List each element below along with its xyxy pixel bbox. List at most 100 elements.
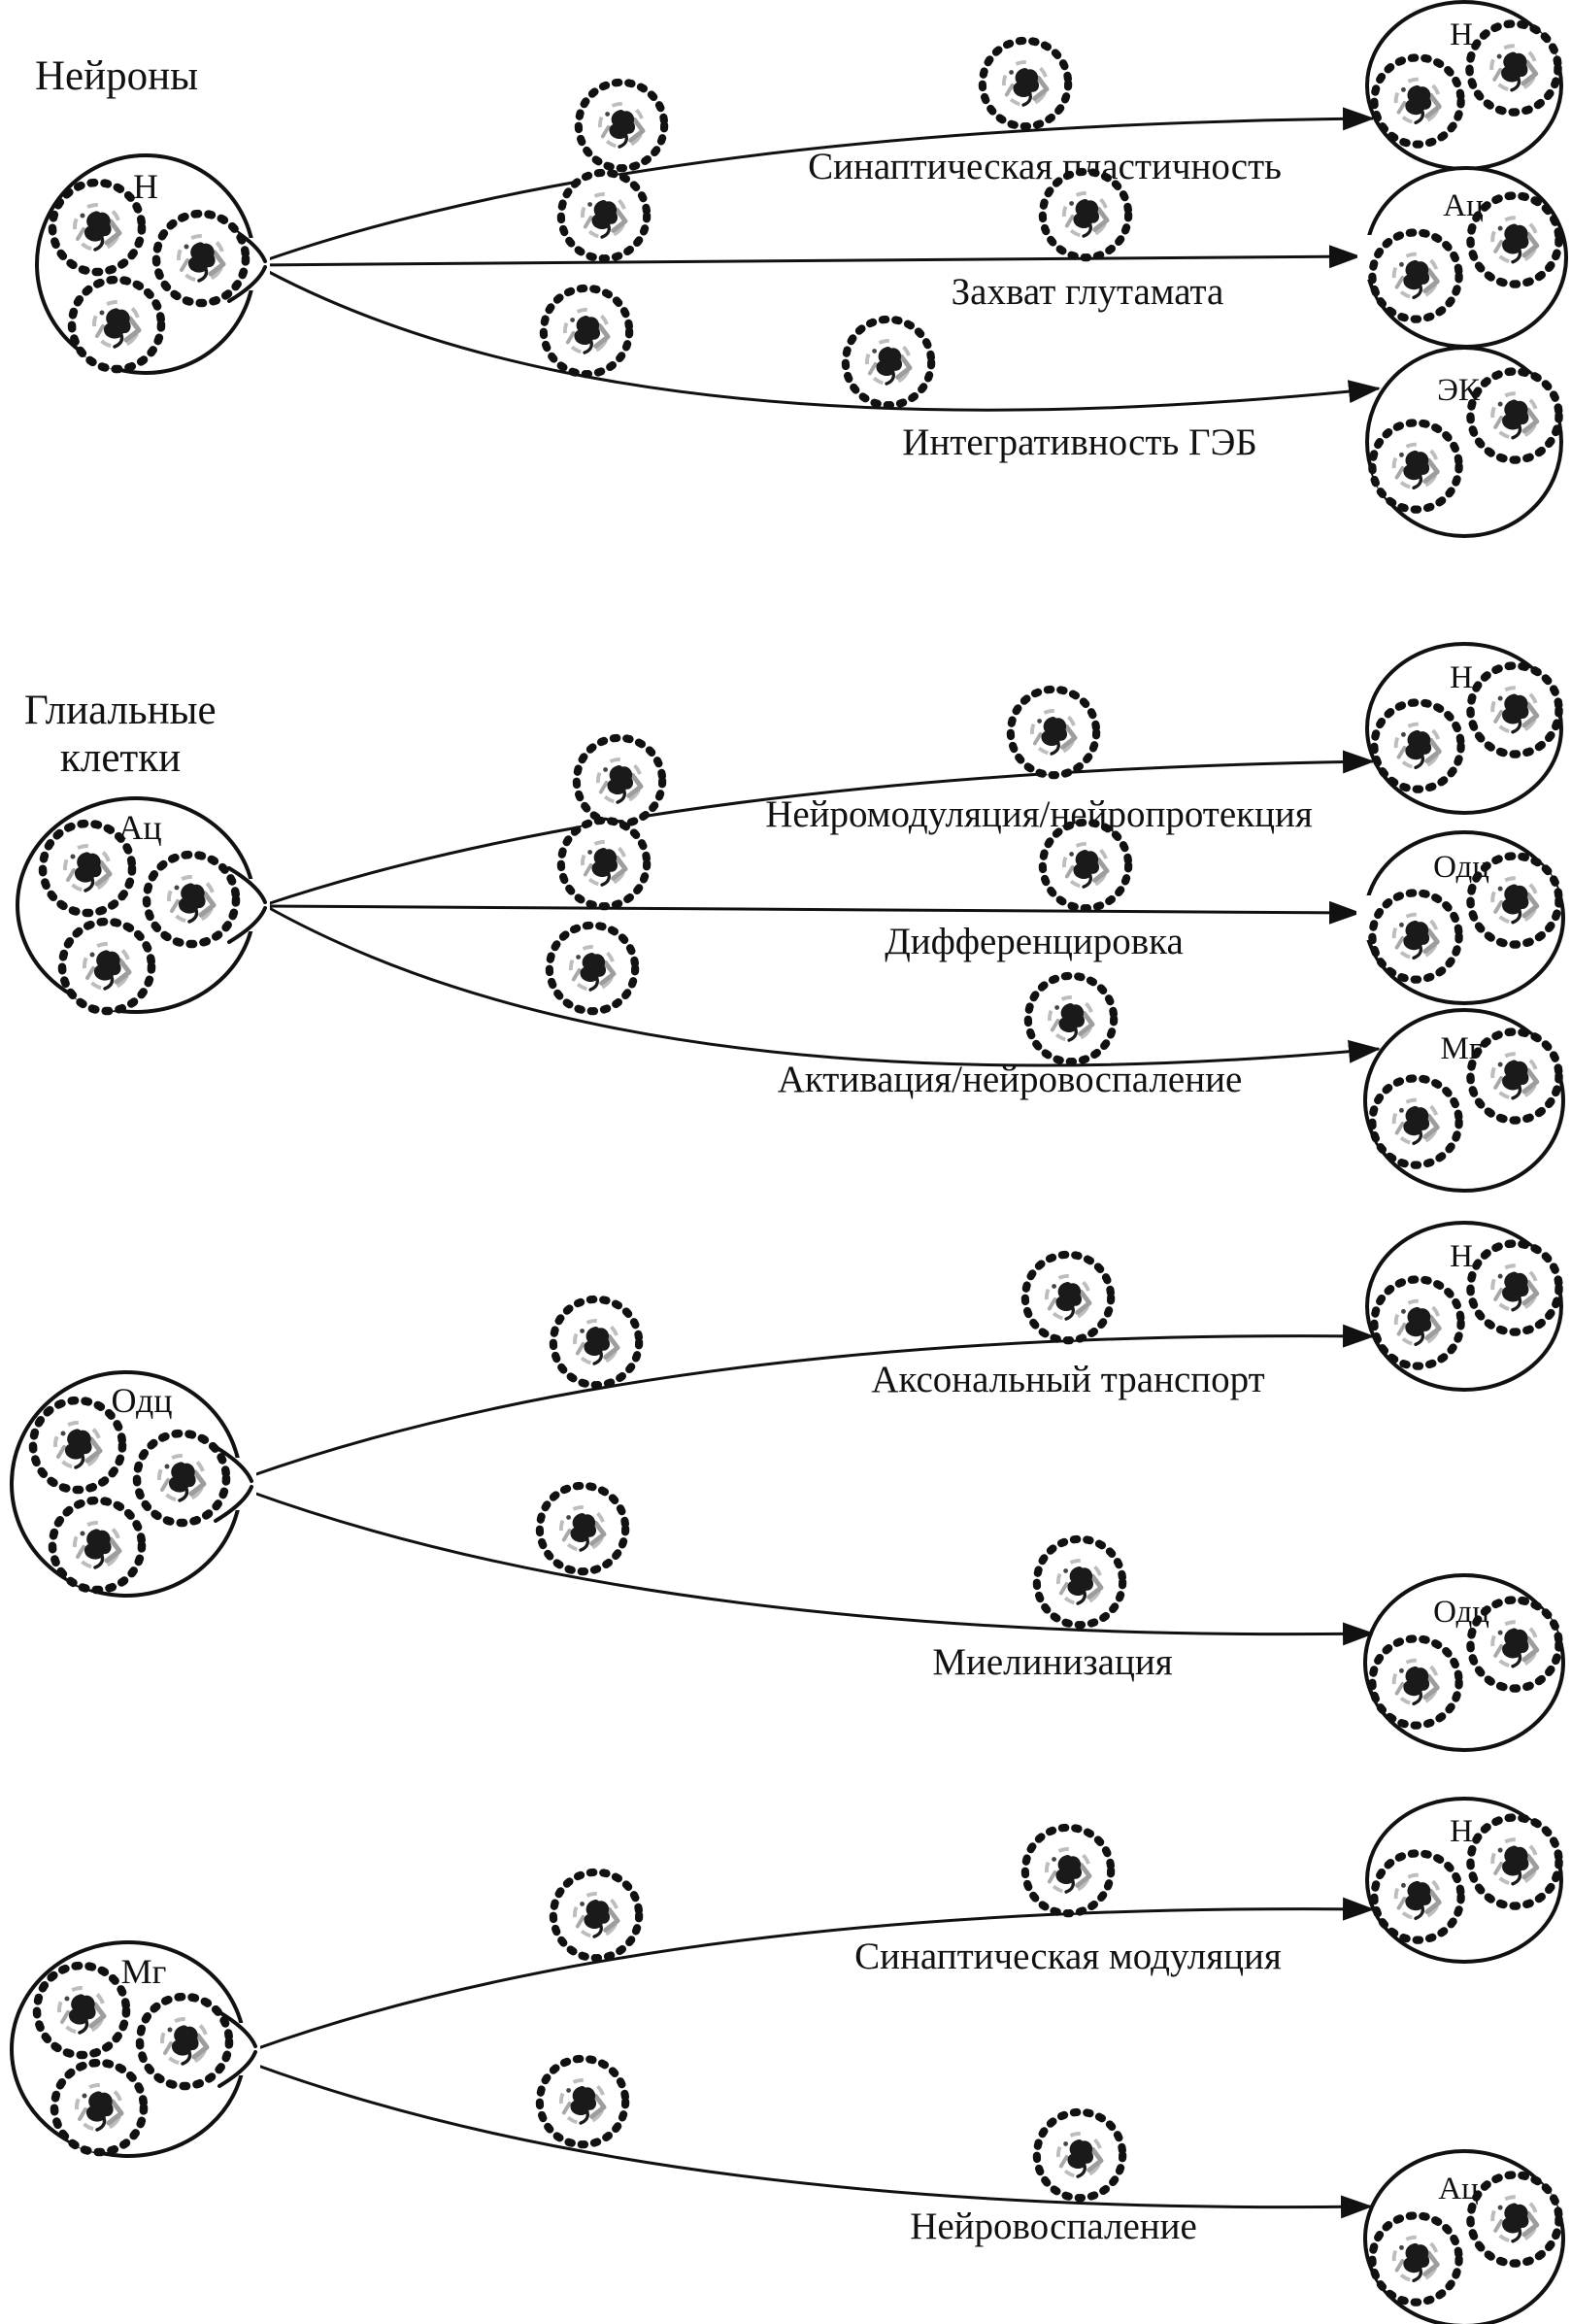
process-label: Синаптическая пластичность: [808, 146, 1282, 187]
vesicle-icon: [72, 280, 161, 369]
arrow-line: [250, 1324, 1375, 1478]
cell-label: Одц: [111, 1381, 172, 1420]
vesicle-icon: [52, 183, 142, 272]
process-label: Миелинизация: [932, 1641, 1172, 1683]
target-cell-endothelial: ЭК: [1365, 346, 1563, 538]
cell-label: Н: [1450, 1814, 1473, 1849]
section-oligodendrocyte: Аксональный транспорт Миелинизация Одц Н: [10, 1221, 1565, 1752]
cell-label: Ац: [1443, 188, 1484, 223]
vesicle-icon: [140, 1997, 229, 2086]
vesicle-icon: [137, 1433, 226, 1523]
vesicle-icon: [156, 214, 246, 303]
source-cell-microglia: Мг: [10, 1940, 262, 2158]
section-microglia: Синаптическая модуляция Нейровоспаление …: [10, 1797, 1565, 2324]
exosome-icon: [577, 738, 662, 824]
cell-label: Н: [133, 167, 158, 206]
cell-label: Ац: [1438, 2172, 1479, 2206]
vesicle-icon: [1470, 1243, 1558, 1331]
vesicle-icon: [33, 1400, 122, 1490]
process-label: Интегративность ГЭБ: [902, 421, 1256, 463]
arrow-line: [250, 1490, 1375, 1646]
section-title-line1: Глиальные: [24, 688, 217, 733]
section-glial-cells: Глиальные клетки Нейромодуляция/нейропро…: [16, 642, 1565, 1193]
source-cell-astrocyte: Ац: [16, 796, 272, 1012]
cell-label: ЭК: [1437, 373, 1481, 408]
vesicle-icon: [1374, 1853, 1460, 1939]
section-neurons: Нейроны Синаптическая пластичность Захва…: [35, 0, 1568, 538]
vesicle-icon: [1374, 1279, 1460, 1365]
exosome-icon: [579, 83, 664, 168]
target-cell-neuron: Н: [1365, 0, 1563, 171]
cell-label: Одц: [1433, 1595, 1489, 1630]
arrow-line: [253, 245, 1361, 269]
target-cell-microglia: Мг: [1363, 1008, 1565, 1193]
vesicle-icon: [54, 2063, 144, 2152]
exosome-icon: [1011, 690, 1096, 775]
arrow-bbb-integrity: Интегративность ГЭБ: [253, 262, 1381, 463]
exosome-icon: [553, 1872, 639, 1958]
cell-label: Мг: [121, 1952, 167, 1991]
vesicle-icon: [1374, 702, 1460, 789]
arrow-glutamate-uptake: Захват глутамата: [253, 172, 1361, 313]
vesicle-icon: [1372, 422, 1458, 509]
process-label: Синаптическая модуляция: [854, 1936, 1282, 1977]
process-label: Нейровоспаление: [910, 2206, 1197, 2247]
exosome-icon: [1028, 976, 1114, 1061]
process-label: Активация/нейровоспаление: [778, 1059, 1243, 1100]
exosome-icon: [1037, 1539, 1122, 1625]
exosome-icon: [561, 821, 647, 906]
section-title: Нейроны: [35, 53, 198, 99]
arrow-line: [254, 1897, 1375, 2051]
target-cell-astrocyte: Ац: [1363, 2149, 1565, 2324]
vesicle-icon: [1372, 1638, 1458, 1725]
arrow-line: [253, 262, 1381, 412]
exosome-icon: [561, 173, 647, 258]
target-cell-neuron: Н: [1365, 1797, 1563, 1964]
vesicle-icon: [1470, 1817, 1558, 1905]
exosome-icon: [540, 1486, 625, 1571]
vesicle-icon: [52, 1500, 142, 1590]
arrow-synaptic-modulation: Синаптическая модуляция: [254, 1828, 1375, 2051]
cell-label: Мг: [1441, 1031, 1483, 1066]
vesicle-icon: [1372, 1078, 1458, 1164]
arrow-line: [263, 903, 1381, 1067]
cell-label: Н: [1450, 1239, 1473, 1274]
arrow-myelination: Миелинизация: [250, 1486, 1375, 1683]
exosome-icon: [540, 2059, 625, 2144]
cell-label: Ац: [117, 808, 161, 847]
arrow-line: [263, 900, 1361, 925]
cell-label: Одц: [1433, 850, 1489, 885]
cell-label: Н: [1450, 17, 1473, 52]
arrow-neuromodulation: Нейромодуляция/нейропротекция: [263, 690, 1375, 907]
source-cell-neuron: Н: [35, 153, 272, 375]
target-cell-neuron: Н: [1365, 642, 1563, 815]
exosome-icon: [846, 320, 931, 405]
vesicle-icon: [147, 855, 236, 944]
exosome-icon: [553, 1299, 639, 1385]
vesicle-icon: [1372, 232, 1458, 319]
vesicle-icon: [1470, 665, 1558, 754]
vesicle-icon: [1470, 1031, 1558, 1120]
target-cell-astrocyte: Ац: [1357, 166, 1568, 349]
target-cell-oligodendrocyte: Одц: [1363, 1573, 1565, 1752]
vesicle-icon: [1372, 893, 1458, 979]
arrow-differentiation: Дифференцировка: [263, 821, 1361, 962]
arrow-activation-neuroinflammation: Активация/нейровоспаление: [263, 903, 1381, 1100]
cell-label: Н: [1450, 660, 1473, 695]
vesicle-icon: [37, 1966, 126, 2055]
arrow-line: [263, 750, 1375, 907]
process-label: Дифференцировка: [885, 921, 1184, 962]
arrow-axonal-transport: Аксональный транспорт: [250, 1255, 1375, 1478]
process-label: Аксональный транспорт: [871, 1359, 1264, 1400]
vesicle-icon: [1469, 23, 1557, 112]
process-label: Нейромодуляция/нейропротекция: [765, 793, 1313, 835]
target-cell-neuron: Н: [1365, 1221, 1563, 1392]
exosome-icon: [1025, 1828, 1111, 1913]
exosome-icon: [1025, 1255, 1111, 1340]
process-label: Захват глутамата: [952, 271, 1224, 313]
target-cell-oligodendrocyte: Одц: [1356, 830, 1565, 1005]
exosome-icon: [983, 41, 1068, 126]
arrow-neuroinflammation: Нейровоспаление: [254, 2059, 1373, 2247]
vesicle-icon: [1470, 371, 1558, 459]
